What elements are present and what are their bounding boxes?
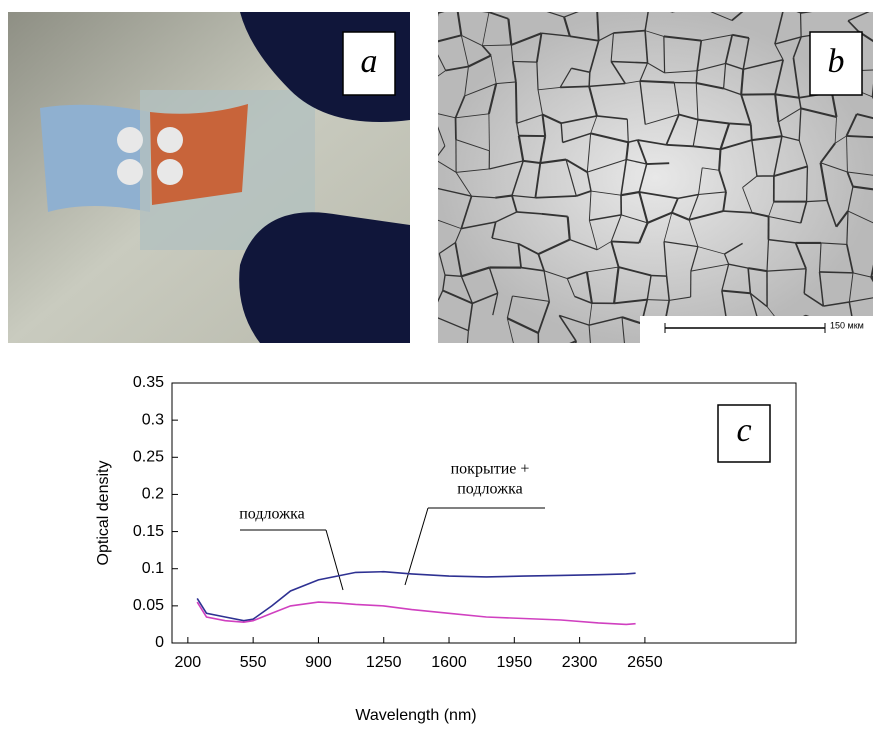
chart: c Wavelength (nm) Optical density покрыт…	[95, 374, 796, 724]
crack	[863, 343, 878, 349]
crack	[495, 345, 514, 347]
crack	[722, 370, 752, 376]
crack	[820, 369, 856, 379]
crack	[647, 163, 670, 164]
y-tick-label: 0.2	[142, 486, 164, 503]
crack	[784, 6, 800, 13]
crack	[586, 347, 590, 370]
crack	[586, 370, 612, 378]
crack	[751, 125, 752, 140]
annotation: подложка	[239, 506, 305, 523]
crack	[539, 341, 576, 358]
crack	[459, 346, 467, 370]
crack	[783, 376, 797, 377]
crack	[856, 343, 862, 379]
photo-a: a	[8, 12, 410, 343]
crack	[513, 61, 537, 62]
data-line	[197, 602, 635, 624]
crack	[457, 7, 489, 12]
crack	[664, 36, 665, 72]
crack	[430, 188, 435, 217]
x-tick-label: 1250	[366, 654, 402, 671]
crack	[539, 358, 540, 369]
crack	[512, 345, 514, 375]
scale-bar-label: 150 мкм	[830, 320, 864, 330]
crack	[430, 81, 432, 112]
crack	[560, 86, 589, 87]
crack	[807, 166, 808, 201]
y-tick-label: 0	[155, 634, 164, 651]
crack	[782, 354, 783, 376]
crack	[643, 345, 651, 376]
panel-label: b	[828, 43, 845, 80]
crack	[743, 6, 784, 11]
x-tick-label: 900	[305, 654, 332, 671]
crack	[435, 370, 459, 372]
figure: a 150 мкм b c Wavelength (nm) Optical de…	[0, 0, 878, 727]
crack	[722, 346, 725, 376]
crack	[801, 13, 802, 37]
crack	[673, 4, 692, 12]
crack	[797, 369, 820, 375]
crack	[725, 346, 755, 354]
crack	[696, 71, 697, 83]
crack	[872, 97, 878, 121]
x-tick-label: 2650	[627, 654, 663, 671]
crack	[516, 82, 517, 123]
crack	[643, 376, 665, 378]
y-tick-label: 0.1	[142, 560, 164, 577]
crack	[613, 376, 643, 377]
crack	[820, 343, 863, 355]
x-tick-label: 2300	[562, 654, 598, 671]
y-tick-label: 0.25	[133, 449, 164, 466]
crack	[432, 13, 438, 43]
crack	[805, 352, 819, 355]
crack	[797, 352, 805, 376]
x-tick-label: 550	[240, 654, 267, 671]
panel-label: a	[361, 43, 378, 80]
crack	[649, 6, 673, 12]
panel-label: c	[736, 412, 751, 449]
annotation: подложка	[457, 481, 523, 498]
crack	[431, 315, 433, 344]
crack	[699, 346, 725, 355]
crack	[484, 370, 512, 376]
crack	[484, 347, 496, 370]
x-tick-label: 1600	[431, 654, 467, 671]
crack	[651, 275, 667, 276]
x-tick-label: 200	[175, 654, 202, 671]
crack	[719, 149, 720, 170]
y-tick-label: 0.15	[133, 523, 164, 540]
crack	[651, 345, 670, 354]
crack	[467, 346, 495, 347]
y-tick-label: 0.3	[142, 411, 164, 428]
crack	[664, 354, 669, 378]
crack	[626, 345, 651, 359]
y-axis-label: Optical density	[95, 461, 112, 566]
x-tick-label: 1950	[497, 654, 533, 671]
crack	[433, 344, 467, 346]
crack	[820, 272, 853, 273]
crack	[699, 356, 704, 385]
y-tick-label: 0.35	[133, 374, 164, 391]
y-tick-label: 0.05	[133, 597, 164, 614]
photo-b: 150 мкм b	[430, 4, 878, 384]
crack	[589, 72, 590, 86]
crack	[669, 354, 699, 356]
crack	[613, 359, 626, 378]
crack	[512, 369, 539, 376]
crack	[874, 381, 878, 383]
data-line	[197, 572, 635, 621]
crack	[539, 369, 571, 370]
crack	[875, 43, 876, 70]
crack	[571, 341, 576, 370]
x-axis-label: Wavelength (nm)	[355, 707, 476, 724]
annotation: покрытие +	[451, 461, 530, 478]
crack	[752, 370, 783, 377]
crack	[872, 82, 878, 97]
crack	[433, 344, 435, 371]
